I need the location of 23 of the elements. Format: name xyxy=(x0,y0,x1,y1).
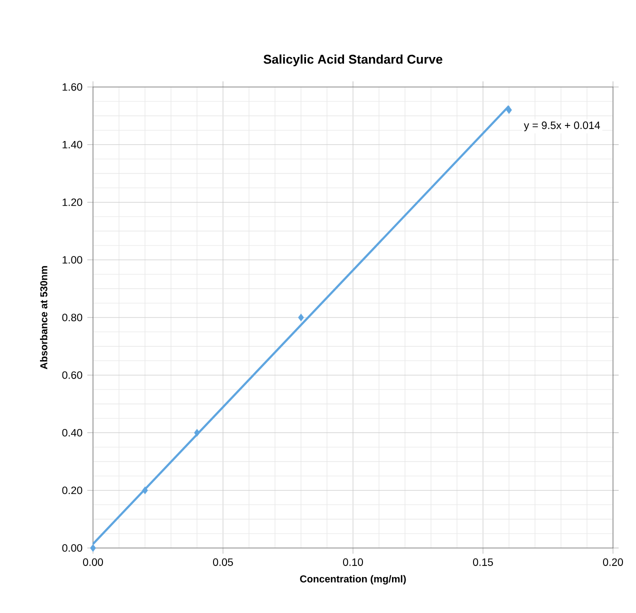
y-tick-label: 0.20 xyxy=(62,486,82,494)
x-tick-label: 0.05 xyxy=(213,558,233,566)
y-tick-label: 1.00 xyxy=(62,256,82,264)
y-tick-label: 1.60 xyxy=(62,83,82,91)
y-tick-label: 0.40 xyxy=(62,428,82,437)
point xyxy=(142,486,148,494)
chart-title: Salicylic Acid Standard Curve xyxy=(264,54,442,66)
point xyxy=(194,429,200,436)
x-tick-label: 0.10 xyxy=(343,558,363,566)
x-tick-label: 0.20 xyxy=(603,558,623,566)
y-tick-label: 0.80 xyxy=(62,314,82,322)
x-tick-label: 0.15 xyxy=(473,558,493,566)
y-tick-label: 0.60 xyxy=(62,371,82,379)
y-tick-label: 0.00 xyxy=(62,544,82,552)
x-axis-title: Concentration (mg/ml) xyxy=(300,575,406,584)
annotation: y = 9.5x + 0.014 xyxy=(524,122,600,132)
point xyxy=(90,544,96,552)
point xyxy=(506,106,512,114)
y-tick-label: 1.20 xyxy=(62,198,82,206)
x-tick-label: 0.00 xyxy=(83,558,103,566)
y-tick-label: 1.40 xyxy=(62,140,82,148)
y-axis-title: Absorbance at 530nm xyxy=(40,266,48,370)
point xyxy=(298,314,304,322)
